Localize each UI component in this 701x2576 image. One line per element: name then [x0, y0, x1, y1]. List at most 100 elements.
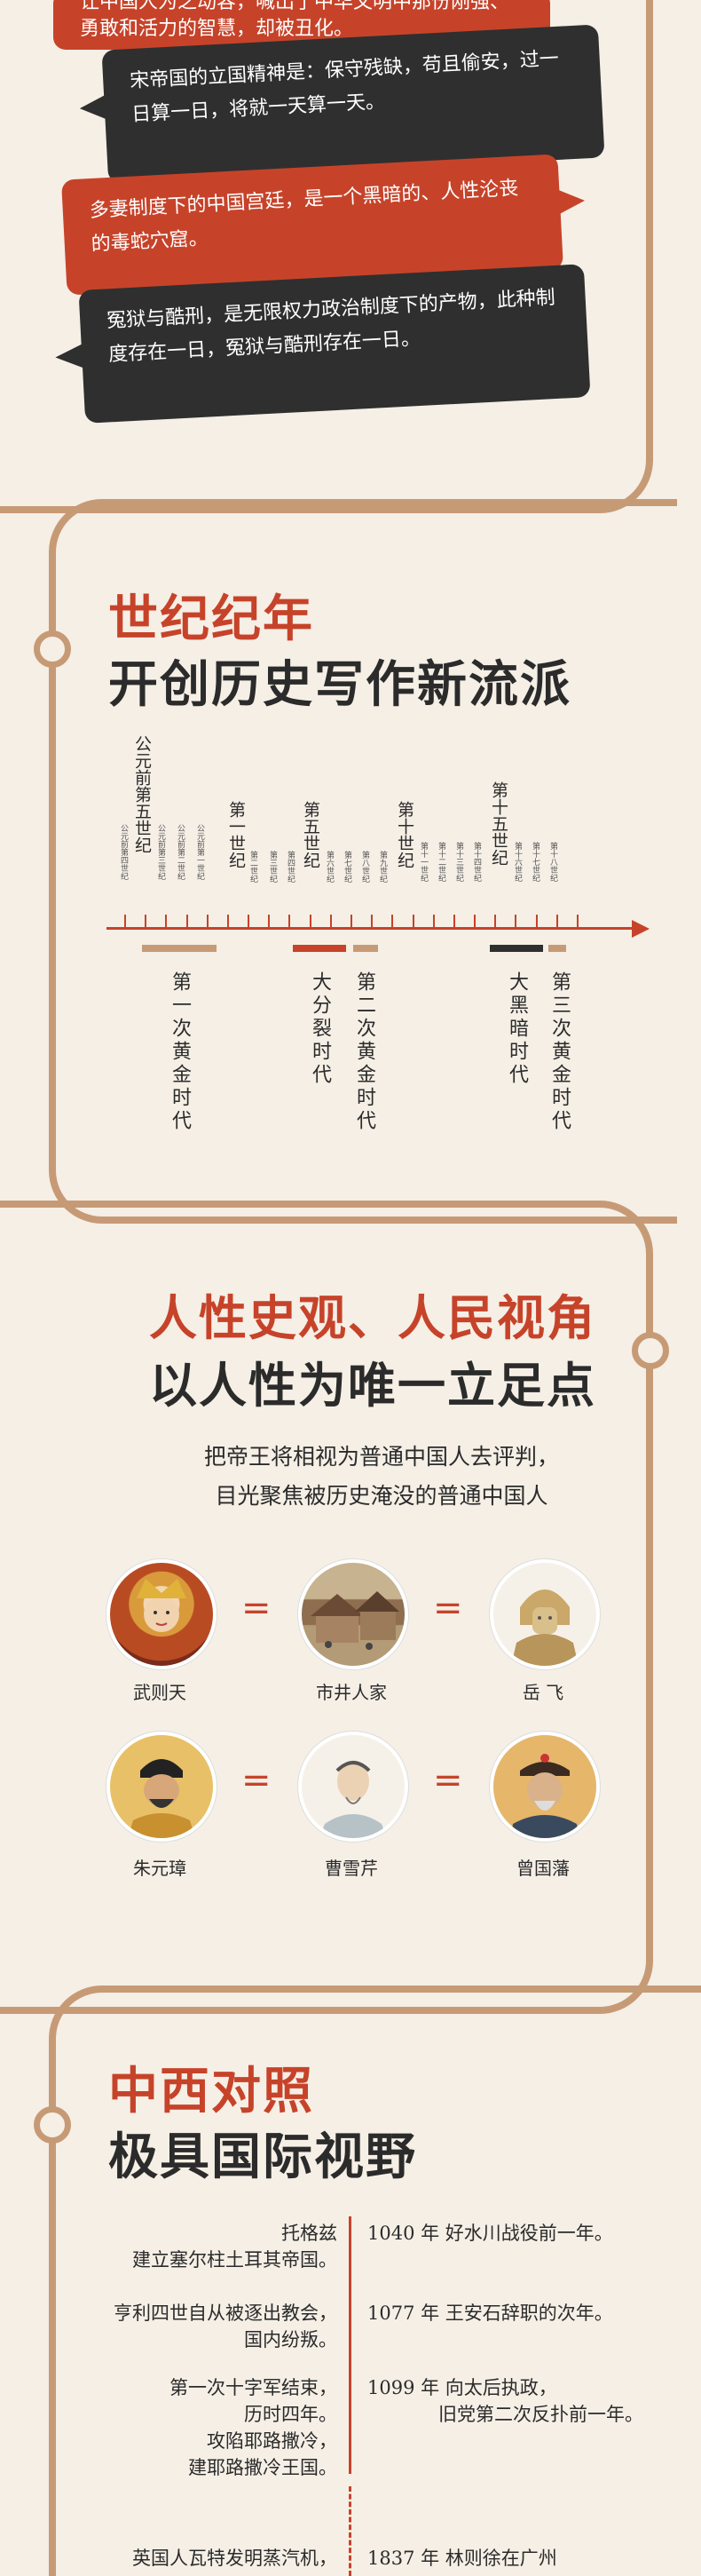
equals-sign: =	[241, 1588, 272, 1629]
track-segment-2	[49, 499, 677, 1224]
section3-title-red: 中西对照	[108, 2063, 314, 2120]
ring-marker-2	[632, 1332, 669, 1369]
comparison-china: 1077 年 王安石辞职的次年。	[367, 2300, 701, 2326]
timeline: 公元前第五世纪 第一世纪 第五世纪 第十世纪 第十五世纪 公元前第四世纪 公元前…	[0, 0, 701, 1154]
ring-marker-3	[34, 2106, 71, 2144]
equals-sign: =	[433, 1760, 463, 1801]
timeline-tick	[412, 915, 414, 929]
equals-sign: =	[241, 1760, 272, 1801]
comparison-west: 亨利四世自从被逐出教会， 国内纷叛。	[0, 2300, 337, 2353]
timeline-major-label: 第十五世纪	[489, 781, 508, 866]
timeline-tick	[432, 915, 435, 929]
timeline-tick	[309, 915, 311, 929]
west-event-text: 第一次十字军结束，	[169, 2377, 337, 2398]
timeline-major-label: 公元前第五世纪	[132, 735, 152, 853]
timeline-tick	[494, 915, 497, 929]
timeline-tick	[226, 915, 229, 929]
portrait-cao-xueqin	[298, 1732, 408, 1842]
china-event-text: 旧党第二次反扑前一年。	[438, 2404, 643, 2425]
track-segment-3	[0, 1201, 653, 2014]
comparison-west: 托格兹 建立塞尔柱土耳其帝国。	[0, 2220, 337, 2273]
track-segment-1	[0, 0, 653, 513]
section2-desc-line1: 把帝王将相视为普通中国人去评判，	[203, 1444, 559, 1470]
quote-text-1: 让中国人为之动容，喊出了中华文明中那份刚强、勇敢和活力的智慧，却被丑化。	[80, 0, 510, 40]
timeline-minor-label: 第十四世纪	[472, 842, 481, 882]
section2-title-dark: 以人性为唯一立足点	[149, 1358, 596, 1414]
era-bar-5	[548, 945, 566, 952]
timeline-minor-label: 第十一世纪	[419, 842, 428, 882]
equals-sign: =	[433, 1588, 463, 1629]
timeline-minor-label: 第十六世纪	[513, 842, 522, 882]
comparison-china: 1040 年 好水川战役前一年。	[367, 2220, 701, 2247]
era-bar-2	[293, 945, 346, 952]
timeline-minor-label: 第九世纪	[378, 851, 387, 883]
west-event-text: 托格兹	[281, 2223, 337, 2244]
timeline-tick	[329, 915, 332, 929]
era-bar-1	[142, 945, 217, 952]
timeline-tick	[206, 915, 209, 929]
person-name: 曾国藩	[516, 1858, 570, 1879]
crown-icon	[137, 1579, 186, 1632]
section2-desc-line2: 目光聚焦被历史淹没的普通中国人	[215, 1483, 548, 1509]
era-label-4: 大黑暗时代	[506, 971, 528, 1087]
house-icon	[311, 1591, 399, 1650]
portrait-wu-zetian	[106, 1559, 217, 1669]
timeline-tick	[391, 915, 394, 929]
comparison-china: 1837 年 林则徐在广州	[367, 2545, 701, 2572]
timeline-tick	[371, 915, 374, 929]
timeline-tick	[165, 915, 168, 929]
timeline-tick	[124, 915, 126, 929]
portrait-yue-fei	[490, 1559, 600, 1669]
timeline-arrow-icon	[632, 920, 650, 938]
timeline-tick	[577, 915, 579, 929]
timeline-tick	[453, 915, 455, 929]
portrait-zeng-guofan	[490, 1732, 600, 1842]
era-label-2: 大分裂时代	[309, 971, 331, 1087]
west-event-text: 建立塞尔柱土耳其帝国。	[132, 2249, 337, 2271]
timeline-minor-label: 第二世纪	[248, 851, 257, 883]
comparison-west: 英国人瓦特发明蒸汽机，	[0, 2545, 337, 2572]
timeline-minor-label: 第十七世纪	[531, 842, 540, 882]
official-hat-icon	[511, 1754, 579, 1838]
timeline-minor-label: 第七世纪	[343, 851, 351, 883]
timeline-tick	[288, 915, 291, 929]
timeline-tick	[474, 915, 477, 929]
comparison-divider	[349, 2216, 351, 2474]
timeline-tick	[145, 915, 147, 929]
timeline-minor-label: 公元前第三世纪	[156, 824, 165, 880]
timeline-tick	[185, 915, 188, 929]
emperor-hat-icon	[128, 1759, 195, 1838]
portrait-zhu-yuanzhang	[106, 1732, 217, 1842]
china-event-text: 1077 年 王安石辞职的次年。	[367, 2303, 613, 2324]
track-segment-4	[49, 1986, 701, 2576]
west-event-text: 历时四年。	[244, 2404, 337, 2425]
timeline-tick	[515, 915, 517, 929]
timeline-minor-label: 第八世纪	[360, 851, 369, 883]
era-label-5: 第三次黄金时代	[548, 971, 571, 1133]
china-event-text: 1040 年 好水川战役前一年。	[367, 2223, 613, 2244]
era-label-3: 第二次黄金时代	[353, 971, 375, 1133]
china-event-text: 1837 年 林则徐在广州	[367, 2548, 557, 2569]
timeline-minor-label: 第十二世纪	[437, 842, 445, 882]
scholar-icon	[319, 1761, 387, 1838]
timeline-tick	[350, 915, 352, 929]
timeline-minor-label: 第十三世纪	[454, 842, 463, 882]
timeline-minor-label: 第四世纪	[286, 851, 295, 883]
timeline-tick	[555, 915, 558, 929]
timeline-minor-label: 第三世纪	[268, 851, 277, 883]
timeline-axis	[106, 927, 634, 930]
portrait-street-scene	[298, 1559, 408, 1669]
person-name: 武则天	[133, 1682, 186, 1703]
section1-title-red: 世纪纪年	[108, 590, 314, 648]
west-event-text: 英国人瓦特发明蒸汽机，	[132, 2548, 337, 2569]
person-name: 朱元璋	[133, 1858, 186, 1879]
timeline-major-label: 第五世纪	[301, 801, 320, 868]
timeline-major-label: 第一世纪	[226, 801, 246, 868]
west-event-text: 亨利四世自从被逐出教会，	[114, 2303, 337, 2324]
era-bar-3	[353, 945, 378, 952]
ring-marker-1	[34, 630, 71, 668]
timeline-tick	[535, 915, 538, 929]
comparison-divider-dashed	[349, 2486, 351, 2576]
west-event-text: 国内纷叛。	[244, 2329, 337, 2350]
